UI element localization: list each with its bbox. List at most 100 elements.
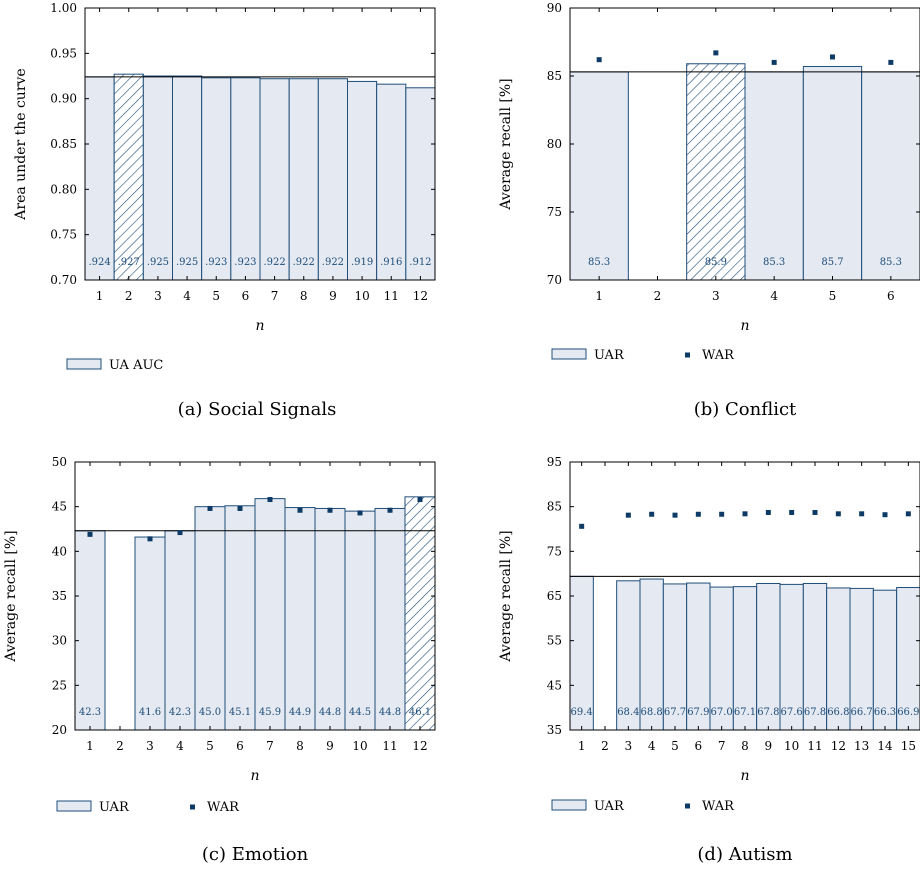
war-marker	[207, 505, 213, 511]
y-tick-label: 65	[547, 589, 562, 603]
y-tick-label: 30	[52, 634, 67, 648]
war-marker	[357, 510, 363, 516]
x-tick-label: 1	[86, 739, 94, 753]
x-tick-label: 13	[854, 739, 869, 753]
data-label: 41.6	[139, 707, 161, 718]
data-label: 67.6	[781, 707, 803, 718]
y-tick-label: 0.90	[50, 92, 77, 106]
data-label: 46.1	[409, 707, 431, 718]
data-label: 67.1	[734, 707, 756, 718]
x-tick-label: 1	[578, 739, 586, 753]
y-tick-label: 35	[547, 723, 562, 737]
x-tick-label: 12	[831, 739, 846, 753]
data-label: .916	[380, 257, 402, 268]
legend-label: WAR	[702, 348, 735, 363]
data-label: 68.8	[641, 707, 663, 718]
legend-swatch-marker	[190, 804, 195, 810]
y-axis-label: Average recall [%]	[498, 78, 514, 210]
data-label: 67.9	[687, 707, 709, 718]
x-tick-label: 10	[352, 739, 367, 753]
data-label: 66.7	[851, 707, 873, 718]
data-label: .925	[176, 257, 198, 268]
bar	[284, 507, 316, 731]
y-tick-label: 25	[52, 678, 67, 692]
legend-swatch-marker	[685, 803, 690, 809]
data-label: .922	[293, 257, 315, 268]
war-marker	[625, 512, 631, 518]
y-tick-label: 1.00	[50, 1, 77, 15]
data-label: .919	[351, 257, 373, 268]
x-tick-label: 9	[765, 739, 773, 753]
legend-label: WAR	[207, 800, 240, 815]
y-tick-label: 90	[547, 1, 562, 15]
data-label: .924	[88, 257, 110, 268]
x-tick-label: 3	[154, 289, 162, 303]
y-tick-label: 20	[52, 723, 67, 737]
y-tick-label: 40	[52, 544, 67, 558]
legend-label: UA AUC	[109, 358, 163, 373]
legend-swatch-bar	[551, 348, 587, 360]
bar	[686, 63, 746, 281]
war-marker	[695, 511, 701, 517]
x-tick-label: 6	[695, 739, 703, 753]
x-tick-label: 9	[329, 289, 337, 303]
data-label: 45.0	[199, 707, 221, 718]
bar	[84, 76, 115, 281]
war-marker	[765, 509, 771, 515]
data-label: 85.3	[880, 257, 902, 268]
subfigure-caption: (d) Autism	[697, 844, 792, 865]
war-marker	[882, 512, 888, 518]
y-tick-label: 75	[547, 544, 562, 558]
x-tick-label: 12	[412, 739, 427, 753]
war-marker	[742, 511, 748, 517]
bar	[254, 498, 286, 731]
bar	[374, 507, 406, 731]
data-label: 67.8	[757, 707, 779, 718]
war-marker	[888, 59, 894, 65]
y-tick-label: 85	[547, 69, 562, 83]
x-tick-label: 7	[718, 739, 726, 753]
war-marker	[147, 536, 153, 542]
chart-panel-3: 42.3 41.6 42.3 45.0 45.1 45.9 44.9 44.8 44.5 44.8…	[3, 455, 436, 865]
war-marker	[237, 505, 243, 511]
x-tick-label: 1	[96, 289, 104, 303]
war-marker	[859, 511, 865, 517]
data-label: 44.9	[289, 707, 311, 718]
legend-label: UAR	[99, 800, 130, 815]
data-label: 85.3	[588, 257, 610, 268]
war-marker	[789, 509, 795, 515]
data-label: 69.4	[571, 707, 593, 718]
bar	[194, 506, 226, 731]
data-label: 44.8	[379, 707, 401, 718]
data-label: 44.5	[349, 707, 371, 718]
legend-label: UAR	[594, 799, 625, 814]
bar	[142, 75, 173, 281]
y-tick-label: 45	[52, 500, 67, 514]
war-marker	[672, 512, 678, 518]
war-marker	[719, 511, 725, 517]
x-tick-label: 4	[770, 289, 778, 303]
x-tick-label: 14	[877, 739, 893, 753]
x-axis-label: n	[250, 768, 259, 784]
bar	[405, 87, 436, 281]
data-label: 45.9	[259, 707, 281, 718]
y-axis-label: Average recall [%]	[498, 530, 514, 662]
x-tick-label: 2	[601, 739, 609, 753]
x-axis-label: n	[740, 318, 749, 334]
bar	[404, 496, 436, 731]
bar	[172, 75, 203, 281]
data-label: 67.8	[804, 707, 826, 718]
war-marker	[579, 523, 585, 529]
legend-label: WAR	[702, 799, 735, 814]
legend-swatch-bar	[551, 799, 587, 811]
war-marker	[649, 511, 655, 517]
y-axis-label: Area under the curve	[13, 68, 29, 220]
war-marker	[177, 530, 183, 536]
x-tick-label: 12	[413, 289, 428, 303]
bar	[861, 71, 920, 281]
data-label: 85.7	[821, 257, 843, 268]
x-tick-label: 7	[271, 289, 279, 303]
y-axis-label: Average recall [%]	[3, 530, 19, 662]
x-tick-label: 9	[326, 739, 334, 753]
war-marker	[596, 57, 602, 63]
